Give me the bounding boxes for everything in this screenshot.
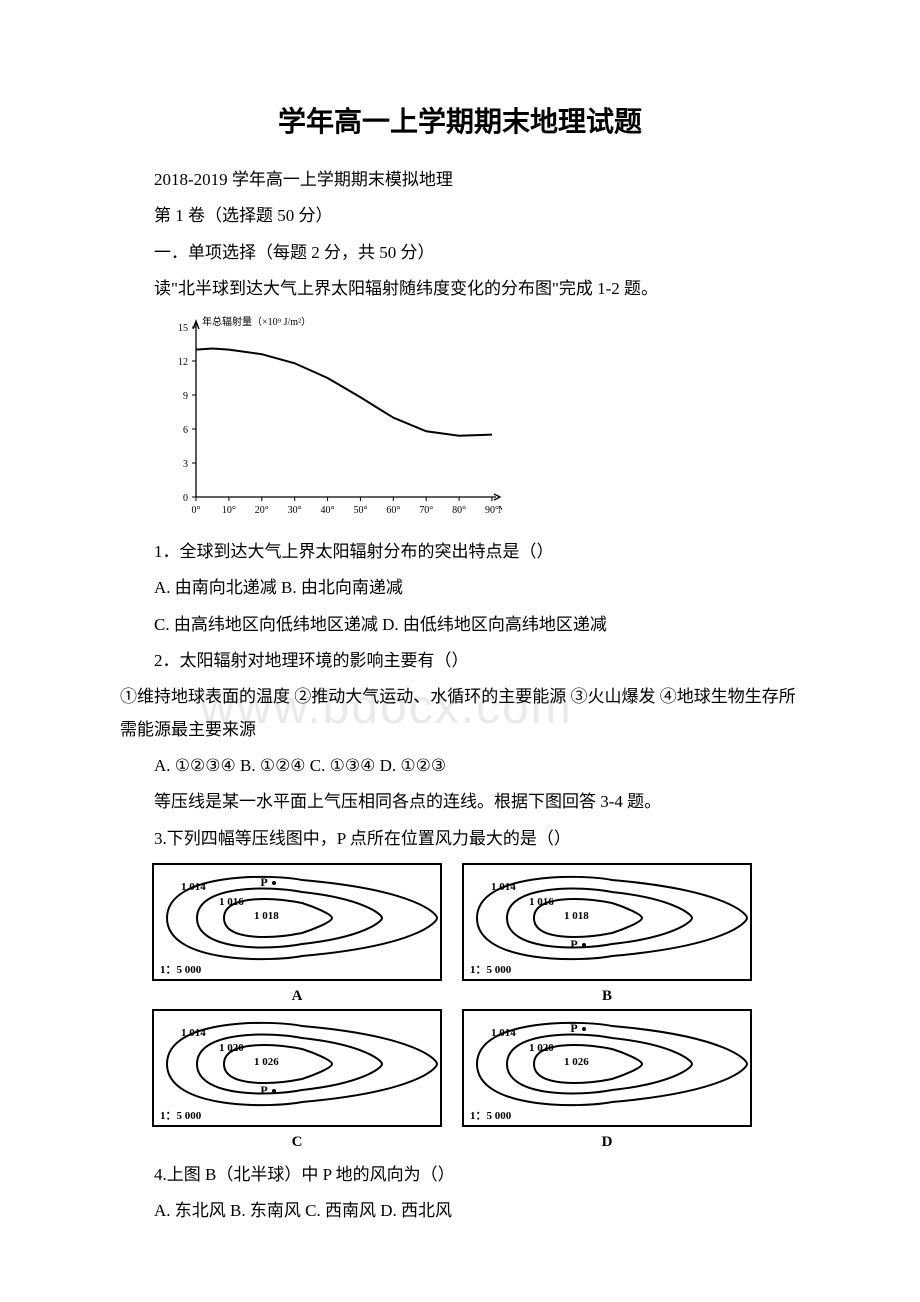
question-4: 4.上图 B（北半球）中 P 地的风向为（） [120,1159,800,1191]
svg-text:N: N [498,505,502,516]
question-2-options: A. ①②③④ B. ①②④ C. ①③④ D. ①②③ [120,750,800,782]
svg-text:1 014: 1 014 [181,1027,206,1039]
question-2-statements: ①维持地球表面的温度 ②推动大气运动、水循环的主要能源 ③火山爆发 ④地球生物生… [120,681,800,746]
svg-text:12: 12 [178,357,188,368]
question-3: 3.下列四幅等压线图中，P 点所在位置风力最大的是（） [120,823,800,855]
svg-text:50°: 50° [353,505,367,516]
svg-text:1 018: 1 018 [564,910,589,922]
svg-text:3: 3 [183,459,188,470]
svg-text:80°: 80° [452,505,466,516]
question-1: 1．全球到达大气上界太阳辐射分布的突出特点是（） [120,536,800,568]
svg-text:1：5 000: 1：5 000 [470,964,512,976]
subtitle: 2018-2019 学年高一上学期期末模拟地理 [120,164,800,196]
intro-1: 读"北半球到达大气上界太阳辐射随纬度变化的分布图"完成 1-2 题。 [120,273,800,305]
svg-text:20°: 20° [255,505,269,516]
svg-text:P: P [570,937,577,951]
page-title: 学年高一上学期期末地理试题 [120,100,800,140]
svg-text:1 018: 1 018 [254,910,279,922]
svg-text:P: P [260,1083,267,1097]
svg-text:30°: 30° [288,505,302,516]
question-2: 2．太阳辐射对地理环境的影响主要有（） [120,645,800,677]
isobar-charts-grid: 1 0141 0161 018P1：5 000A1 0141 0161 018P… [152,863,800,1151]
svg-text:6: 6 [183,425,188,436]
isobar-map-label: D [462,1134,752,1151]
svg-text:年总辐射量（×10⁹ J/m²）: 年总辐射量（×10⁹ J/m²） [202,315,311,328]
svg-text:0°: 0° [192,505,201,516]
isobar-map-b: 1 0141 0161 018P1：5 000B [462,863,752,1005]
question-1-options-ab: A. 由南向北递减 B. 由北向南递减 [120,572,800,604]
svg-text:P: P [260,875,267,889]
intro-3: 等压线是某一水平面上气压相同各点的连线。根据下图回答 3-4 题。 [120,786,800,818]
svg-text:9: 9 [183,391,188,402]
isobar-map-label: C [152,1134,442,1151]
svg-text:70°: 70° [419,505,433,516]
isobar-map-label: B [462,988,752,1005]
question-4-options: A. 东北风 B. 东南风 C. 西南风 D. 西北风 [120,1195,800,1227]
section-1-heading: 第 1 卷（选择题 50 分） [120,200,800,232]
svg-text:1：5 000: 1：5 000 [160,1110,202,1122]
svg-text:1 026: 1 026 [254,1056,279,1068]
svg-text:1 014: 1 014 [491,881,516,893]
svg-text:1：5 000: 1：5 000 [470,1110,512,1122]
svg-text:10°: 10° [222,505,236,516]
document-content: 学年高一上学期期末地理试题 2018-2019 学年高一上学期期末模拟地理 第 … [120,100,800,1227]
isobar-map-a: 1 0141 0161 018P1：5 000A [152,863,442,1005]
radiation-chart: 0 3 6 9 12 15 0° 10° 20° 30° 40° 50° 60° 70° 80° 90°N 年总… [152,313,800,528]
svg-text:60°: 60° [386,505,400,516]
svg-text:1 026: 1 026 [564,1056,589,1068]
question-1-options-cd: C. 由高纬地区向低纬地区递减 D. 由低纬地区向高纬地区递减 [120,609,800,641]
isobar-map-c: 1 0141 0201 026P1：5 000C [152,1009,442,1151]
svg-text:1：5 000: 1：5 000 [160,964,202,976]
svg-text:40°: 40° [321,505,335,516]
svg-text:90°: 90° [485,505,499,516]
isobar-map-d: 1 0141 0201 026P1：5 000D [462,1009,752,1151]
svg-text:1 014: 1 014 [181,881,206,893]
svg-text:1 014: 1 014 [491,1027,516,1039]
section-1-desc: 一．单项选择（每题 2 分，共 50 分） [120,237,800,269]
isobar-map-label: A [152,988,442,1005]
svg-text:15: 15 [178,323,188,334]
svg-text:P: P [570,1021,577,1035]
svg-text:0: 0 [183,493,188,504]
